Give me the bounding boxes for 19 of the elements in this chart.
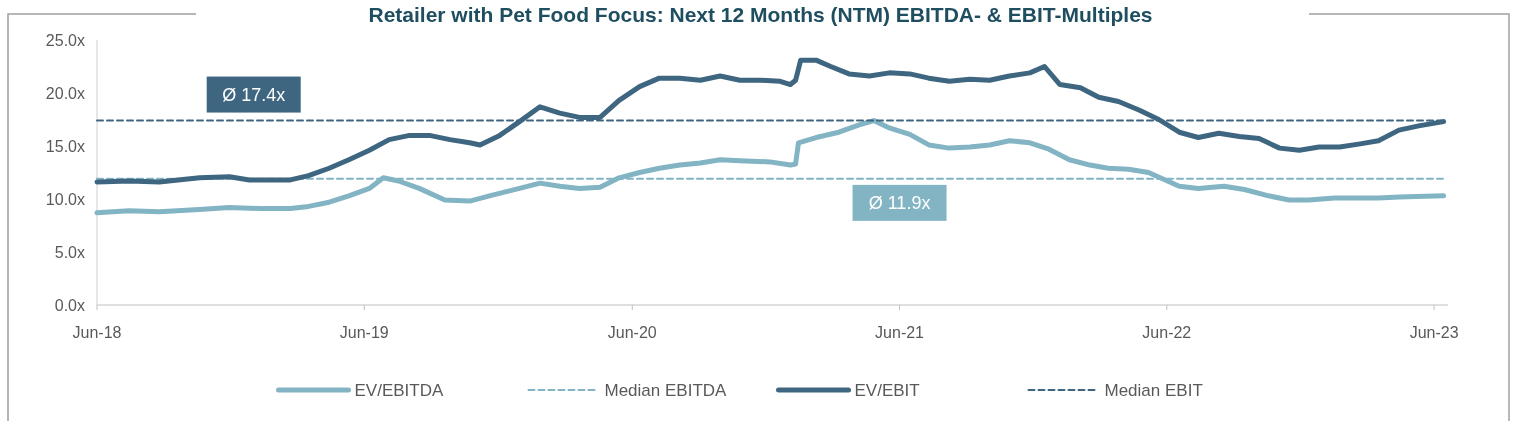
y-tick-label: 10.0x bbox=[45, 190, 85, 208]
x-tick-label: Jun-23 bbox=[1409, 324, 1459, 341]
chart-title: Retailer with Pet Food Focus: Next 12 Months (NTM) EBITDA- & EBIT-Multiples bbox=[368, 3, 1153, 26]
y-tick-label: 5.0x bbox=[54, 243, 85, 261]
legend-label: Median EBIT bbox=[1104, 380, 1203, 400]
y-tick-label: 20.0x bbox=[45, 84, 85, 102]
y-tick-label: 15.0x bbox=[45, 137, 85, 155]
x-tick-label: Jun-19 bbox=[339, 324, 389, 341]
x-tick-label: Jun-22 bbox=[1142, 324, 1192, 341]
y-tick-label: 0.0x bbox=[54, 296, 85, 314]
annotation: Ø 11.9x bbox=[868, 193, 931, 214]
legend-label: Median EBITDA bbox=[604, 380, 728, 400]
x-tick-label: Jun-18 bbox=[72, 324, 122, 341]
annotation: Ø 17.4x bbox=[222, 84, 286, 105]
x-tick-label: Jun-21 bbox=[875, 324, 925, 341]
legend-label: EV/EBIT bbox=[854, 380, 920, 400]
y-tick-label: 25.0x bbox=[45, 31, 85, 49]
legend-label: EV/EBITDA bbox=[354, 380, 444, 400]
x-tick-label: Jun-20 bbox=[607, 324, 657, 341]
